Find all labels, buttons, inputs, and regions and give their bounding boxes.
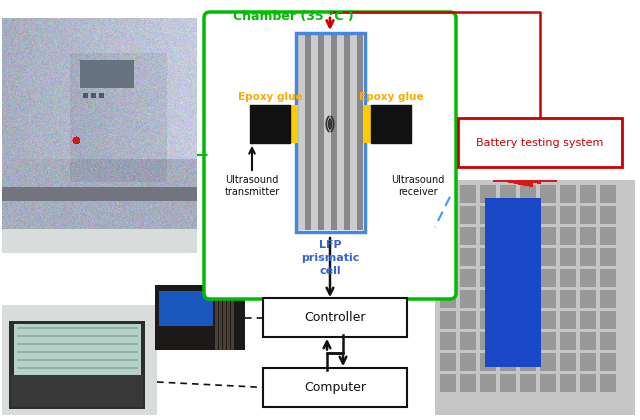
Bar [371,105,411,143]
Bar [250,105,290,143]
Bar [363,105,371,143]
Text: Chamber (35 °C ): Chamber (35 °C ) [232,10,353,23]
FancyBboxPatch shape [263,368,407,407]
Text: Controller: Controller [304,311,365,324]
Bar [344,35,350,230]
Bar [305,35,311,230]
Bar [324,35,330,230]
Bar [337,35,344,230]
Bar [356,35,363,230]
Bar [290,105,298,143]
Bar [330,35,337,230]
Bar [311,35,317,230]
Text: Ultrasound
receiver: Ultrasound receiver [391,175,445,197]
Text: Epoxy glue: Epoxy glue [237,92,302,102]
FancyBboxPatch shape [204,12,456,299]
FancyBboxPatch shape [458,118,622,167]
Bar [298,35,363,230]
Bar [317,35,324,230]
Text: Computer: Computer [304,381,366,394]
Text: Epoxy glue: Epoxy glue [358,92,423,102]
Bar [350,35,356,230]
Text: Battery testing system: Battery testing system [476,137,604,147]
Text: Ultrasound
transmitter: Ultrasound transmitter [225,175,280,197]
Text: LFP
prismatic
cell: LFP prismatic cell [301,240,359,276]
FancyBboxPatch shape [263,298,407,337]
Bar [298,35,305,230]
